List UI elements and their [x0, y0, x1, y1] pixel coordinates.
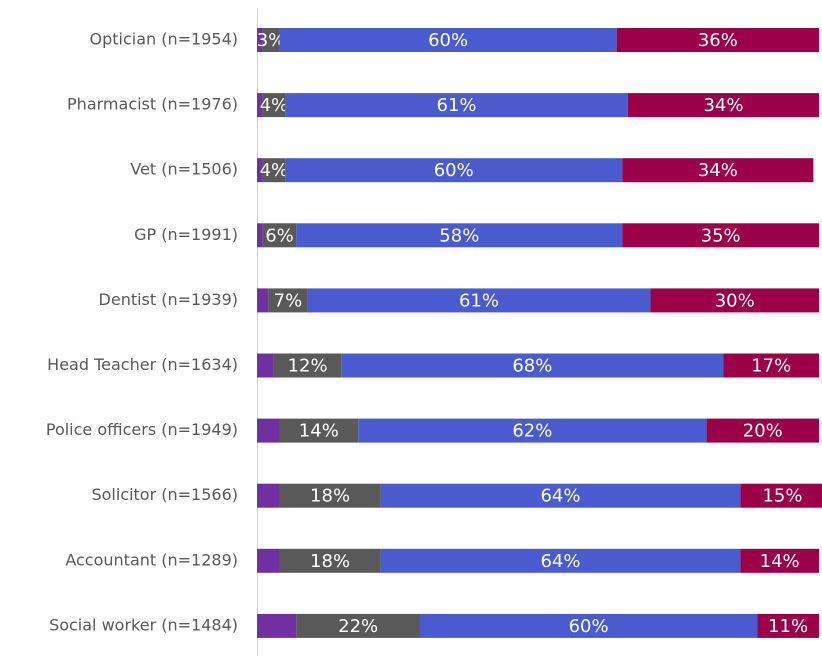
value-label: 6% [265, 225, 294, 246]
bar-segment [622, 158, 814, 183]
bar-segment [706, 418, 819, 443]
value-label: 61% [459, 290, 499, 311]
bar-segment [307, 288, 651, 313]
value-label: 3% [257, 30, 286, 51]
value-label: 68% [512, 356, 552, 377]
value-label: 20% [743, 421, 783, 442]
bar-segment [257, 223, 263, 248]
bar-segment [257, 158, 263, 183]
value-label: 14% [299, 421, 339, 442]
category-label: Social worker (n=1484) [49, 615, 238, 634]
bar-segment [341, 353, 724, 378]
value-label: 34% [698, 160, 738, 181]
bar-segment [279, 483, 381, 508]
value-label: 4% [260, 95, 289, 116]
bar-segment [627, 93, 819, 118]
bar-segment [380, 548, 741, 573]
bar-segment [279, 28, 617, 52]
value-label: 60% [434, 160, 474, 181]
bar-segment [757, 613, 819, 638]
value-label: 4% [260, 160, 289, 181]
value-label: 62% [512, 421, 552, 442]
value-label: 14% [760, 551, 800, 572]
bar-segment [285, 93, 628, 118]
category-label: GP (n=1991) [134, 225, 238, 244]
value-label: 34% [703, 95, 743, 116]
bar-segment [285, 158, 623, 183]
bar-segment [262, 28, 280, 52]
value-label: 64% [540, 551, 580, 572]
bar-segment [740, 483, 822, 508]
bar-segment [257, 548, 280, 573]
category-label: Solicitor (n=1566) [91, 485, 238, 504]
value-label: 36% [698, 30, 738, 51]
value-label: 17% [751, 356, 791, 377]
bar-segment [257, 353, 274, 378]
bar-segment [296, 223, 623, 248]
bar-segment [616, 28, 819, 52]
bar-segment [257, 613, 297, 638]
value-label: 60% [569, 616, 609, 637]
value-label: 12% [288, 356, 328, 377]
bar-segment [740, 548, 819, 573]
value-label: 35% [701, 225, 741, 246]
bar-segment [262, 158, 286, 183]
category-label: Head Teacher (n=1634) [47, 355, 238, 374]
value-label: 61% [437, 95, 477, 116]
bar-segment [622, 223, 819, 248]
bar-segment [723, 353, 819, 378]
bar-segment [279, 418, 359, 443]
value-label: 7% [274, 290, 303, 311]
bar-segment [257, 418, 280, 443]
bar-segment [419, 613, 758, 638]
bar-segment [296, 613, 420, 638]
bar-segment [257, 93, 263, 118]
bar-segment [262, 93, 286, 118]
value-label: 60% [428, 30, 468, 51]
bar-segment [268, 288, 308, 313]
value-label: 58% [439, 225, 479, 246]
value-label: 18% [310, 551, 350, 572]
category-label: Optician (n=1954) [90, 30, 239, 49]
bar-segment [257, 288, 269, 313]
value-label: 30% [715, 290, 755, 311]
bar-segment [257, 483, 280, 508]
bar-segment [257, 28, 263, 52]
category-label: Accountant (n=1289) [65, 550, 238, 569]
bar-segment [262, 223, 297, 248]
bar-segment [380, 483, 741, 508]
bar-segment [650, 288, 819, 313]
value-label: 11% [768, 616, 808, 637]
category-label: Police officers (n=1949) [46, 420, 238, 439]
value-label: 22% [338, 616, 378, 637]
value-label: 18% [310, 486, 350, 507]
category-label: Vet (n=1506) [130, 160, 238, 179]
value-label: 15% [762, 486, 802, 507]
bar-segment [358, 418, 707, 443]
category-label: Pharmacist (n=1976) [67, 95, 238, 114]
value-label: 64% [540, 486, 580, 507]
bar-segment [273, 353, 342, 378]
bar-segment [279, 548, 381, 573]
category-label: Dentist (n=1939) [99, 290, 238, 309]
